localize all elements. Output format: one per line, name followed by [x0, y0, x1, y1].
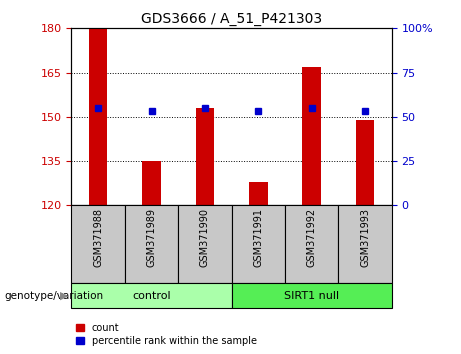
Bar	[356, 120, 374, 205]
Bar	[71, 283, 231, 308]
Text: GSM371992: GSM371992	[307, 208, 317, 267]
Text: genotype/variation: genotype/variation	[5, 291, 104, 301]
Text: ▶: ▶	[60, 291, 68, 301]
Bar	[249, 182, 268, 205]
Text: control: control	[132, 291, 171, 301]
Bar	[71, 205, 125, 283]
Bar	[195, 108, 214, 205]
Bar	[142, 161, 161, 205]
Title: GDS3666 / A_51_P421303: GDS3666 / A_51_P421303	[141, 12, 322, 26]
Bar	[178, 205, 231, 283]
Text: GSM371988: GSM371988	[93, 208, 103, 267]
Bar	[302, 67, 321, 205]
Legend: count, percentile rank within the sample: count, percentile rank within the sample	[77, 323, 257, 346]
Bar	[125, 205, 178, 283]
Bar	[285, 205, 338, 283]
Text: GSM371990: GSM371990	[200, 208, 210, 267]
Text: GSM371993: GSM371993	[360, 208, 370, 267]
Bar	[231, 205, 285, 283]
Text: GSM371991: GSM371991	[254, 208, 263, 267]
Text: GSM371989: GSM371989	[147, 208, 157, 267]
Bar	[231, 283, 392, 308]
Bar	[338, 205, 392, 283]
Text: SIRT1 null: SIRT1 null	[284, 291, 339, 301]
Bar	[89, 28, 107, 205]
